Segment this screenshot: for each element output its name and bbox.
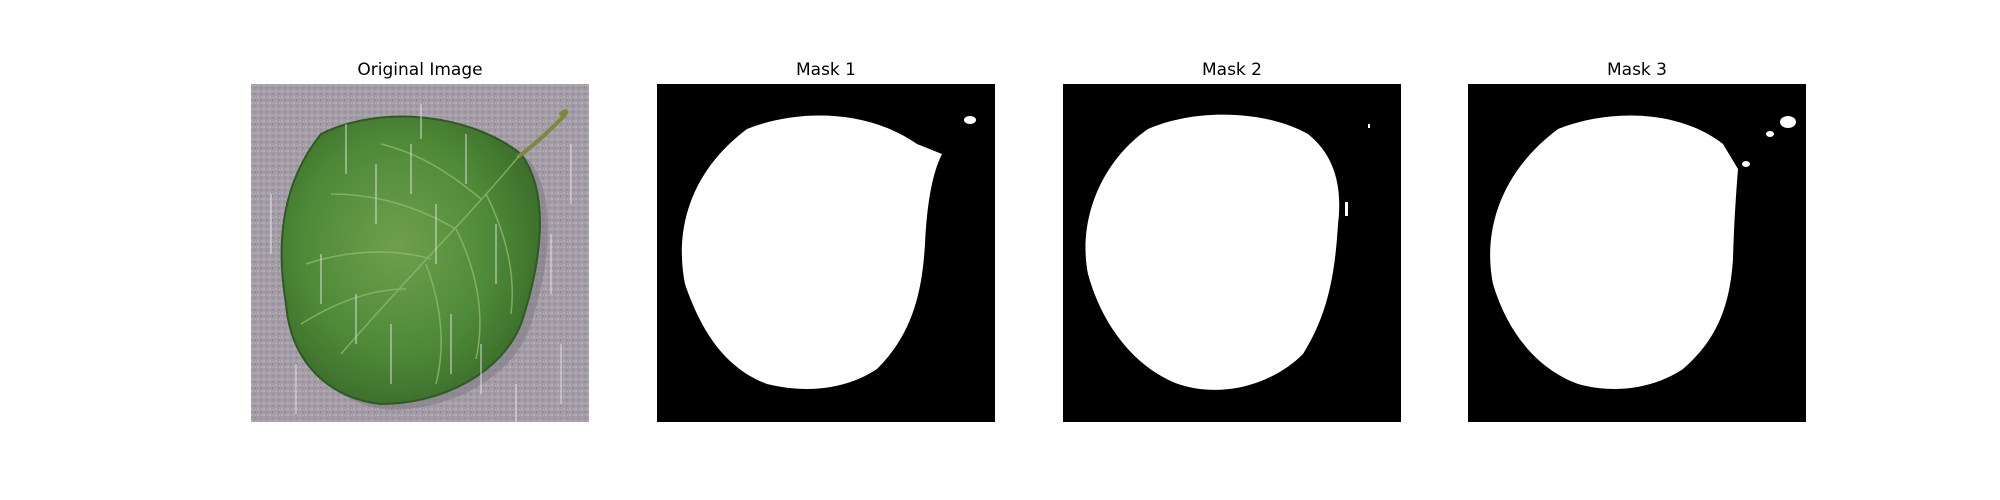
panel-title-original-image: Original Image: [357, 60, 483, 80]
mask-3-blob-2: [1766, 131, 1774, 137]
mask-1-image: [657, 84, 995, 422]
leaf-shape: [280, 115, 541, 406]
mask-1-panel: [657, 84, 995, 422]
leaf-stem: [517, 109, 569, 158]
panel-title-mask-1: Mask 1: [795, 60, 856, 80]
mask-3-blob-1: [1780, 116, 1796, 128]
mask-3-region: [1490, 115, 1738, 390]
mask-1-region: [681, 115, 942, 390]
leaf-photo: [251, 84, 589, 422]
mask-2-panel: [1063, 84, 1401, 422]
mask-2-image: [1063, 84, 1401, 422]
panel-title-mask-3: Mask 3: [1606, 60, 1667, 80]
mask-3-panel: [1468, 84, 1806, 422]
mask-2-region: [1085, 114, 1340, 390]
mask-3-image: [1468, 84, 1806, 422]
mask-1-blob: [964, 116, 976, 124]
panel-title-mask-2: Mask 2: [1201, 60, 1262, 80]
mask-3-blob-3: [1742, 161, 1750, 167]
original-image-panel: [251, 84, 589, 422]
